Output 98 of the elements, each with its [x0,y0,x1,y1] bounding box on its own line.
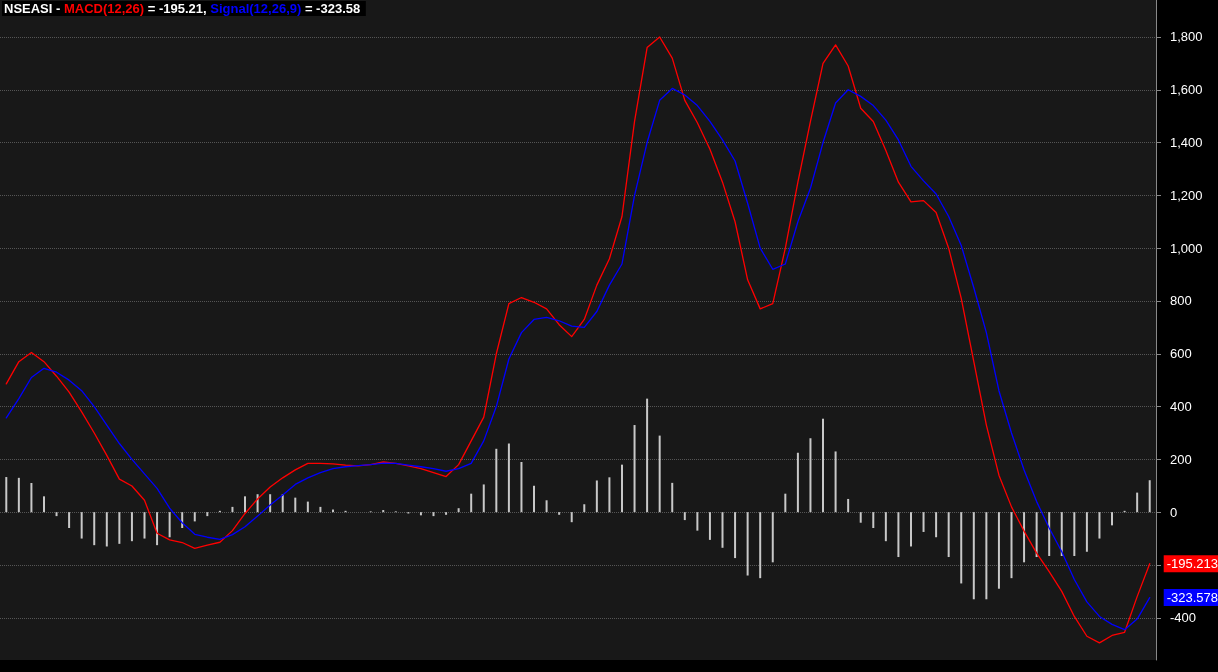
bar [5,477,8,513]
data-label: -323.578 [1166,590,1218,606]
bar [1048,512,1051,556]
bar [734,512,737,559]
bar [683,512,686,521]
y-tick-label: 0 [1170,504,1178,520]
bar [93,512,96,546]
bar [470,493,473,513]
bar [1010,512,1013,579]
y-tick-label: 400 [1170,399,1192,415]
y-tick-label: 800 [1170,293,1192,309]
bar [432,512,435,517]
bar [583,504,586,513]
bar [294,497,297,513]
bar [708,512,711,540]
bar [105,512,108,547]
text: Signal(12,26,9) [210,1,302,16]
bar [482,484,485,513]
bar [495,448,498,513]
bar [193,512,196,522]
bar [206,512,209,517]
bar [42,496,45,513]
bar [1148,480,1151,513]
y-tick-label: 1,000 [1170,240,1203,256]
bar [633,425,636,513]
bar [671,482,674,513]
bar [595,480,598,513]
bar [269,494,272,513]
bar [960,512,963,584]
data-label: -195.213 [1166,556,1218,572]
bar [80,512,83,539]
bar [947,512,950,558]
bar [1073,512,1076,556]
bar [608,477,611,513]
bar [419,512,422,516]
bar [646,398,649,513]
bar [809,438,812,513]
annotation: = -323.58 [301,1,364,16]
bar [1111,512,1114,526]
bar [884,512,887,542]
bar [834,451,837,513]
bar [244,496,247,513]
bar [972,512,975,600]
bar [784,493,787,513]
bar [658,435,661,513]
bar [897,512,900,558]
bar [17,477,20,513]
bar [721,512,724,548]
y-tick-label: 1,800 [1170,29,1203,45]
bar [1098,512,1101,539]
bar [620,464,623,513]
bar [570,512,573,523]
text: MACD(12,26) [63,1,145,16]
y-tick-label: 1,400 [1170,135,1203,151]
bar [118,512,121,544]
bar [847,498,850,513]
bar [922,512,925,532]
bar [759,512,762,579]
bar [796,452,799,513]
bar [520,462,523,513]
y-tick-label: 200 [1170,451,1192,467]
bar [445,512,448,515]
bar [231,506,234,513]
bar [168,512,171,538]
bar [909,512,912,547]
bar [985,512,988,600]
bar [143,512,146,539]
y-tick-label: 600 [1170,346,1192,362]
chart-title: NSEASI - [4,1,64,16]
bar [558,512,561,515]
bar [935,512,938,538]
bar [306,501,309,513]
bar [156,512,159,546]
bar [1085,512,1088,552]
bar [1060,512,1063,556]
bar [696,512,699,531]
y-tick-label: 1,200 [1170,187,1203,203]
bar [68,512,71,528]
bar [859,512,862,523]
annotation: = -195.21, [144,1,211,16]
bar [457,508,460,513]
bar [319,506,322,513]
bar [1035,512,1038,558]
bar [822,418,825,513]
bar [872,512,875,528]
y-tick-label: 1,600 [1170,82,1203,98]
bar [997,512,1000,589]
bar [382,510,385,513]
bar [130,512,133,542]
bar [281,494,284,513]
bar [1136,492,1139,513]
bar [55,512,58,517]
y-tick-label: -400 [1170,610,1197,626]
bar [771,512,774,563]
bar [545,500,548,513]
bar [746,512,749,576]
bar [507,443,510,513]
bar [533,485,536,513]
